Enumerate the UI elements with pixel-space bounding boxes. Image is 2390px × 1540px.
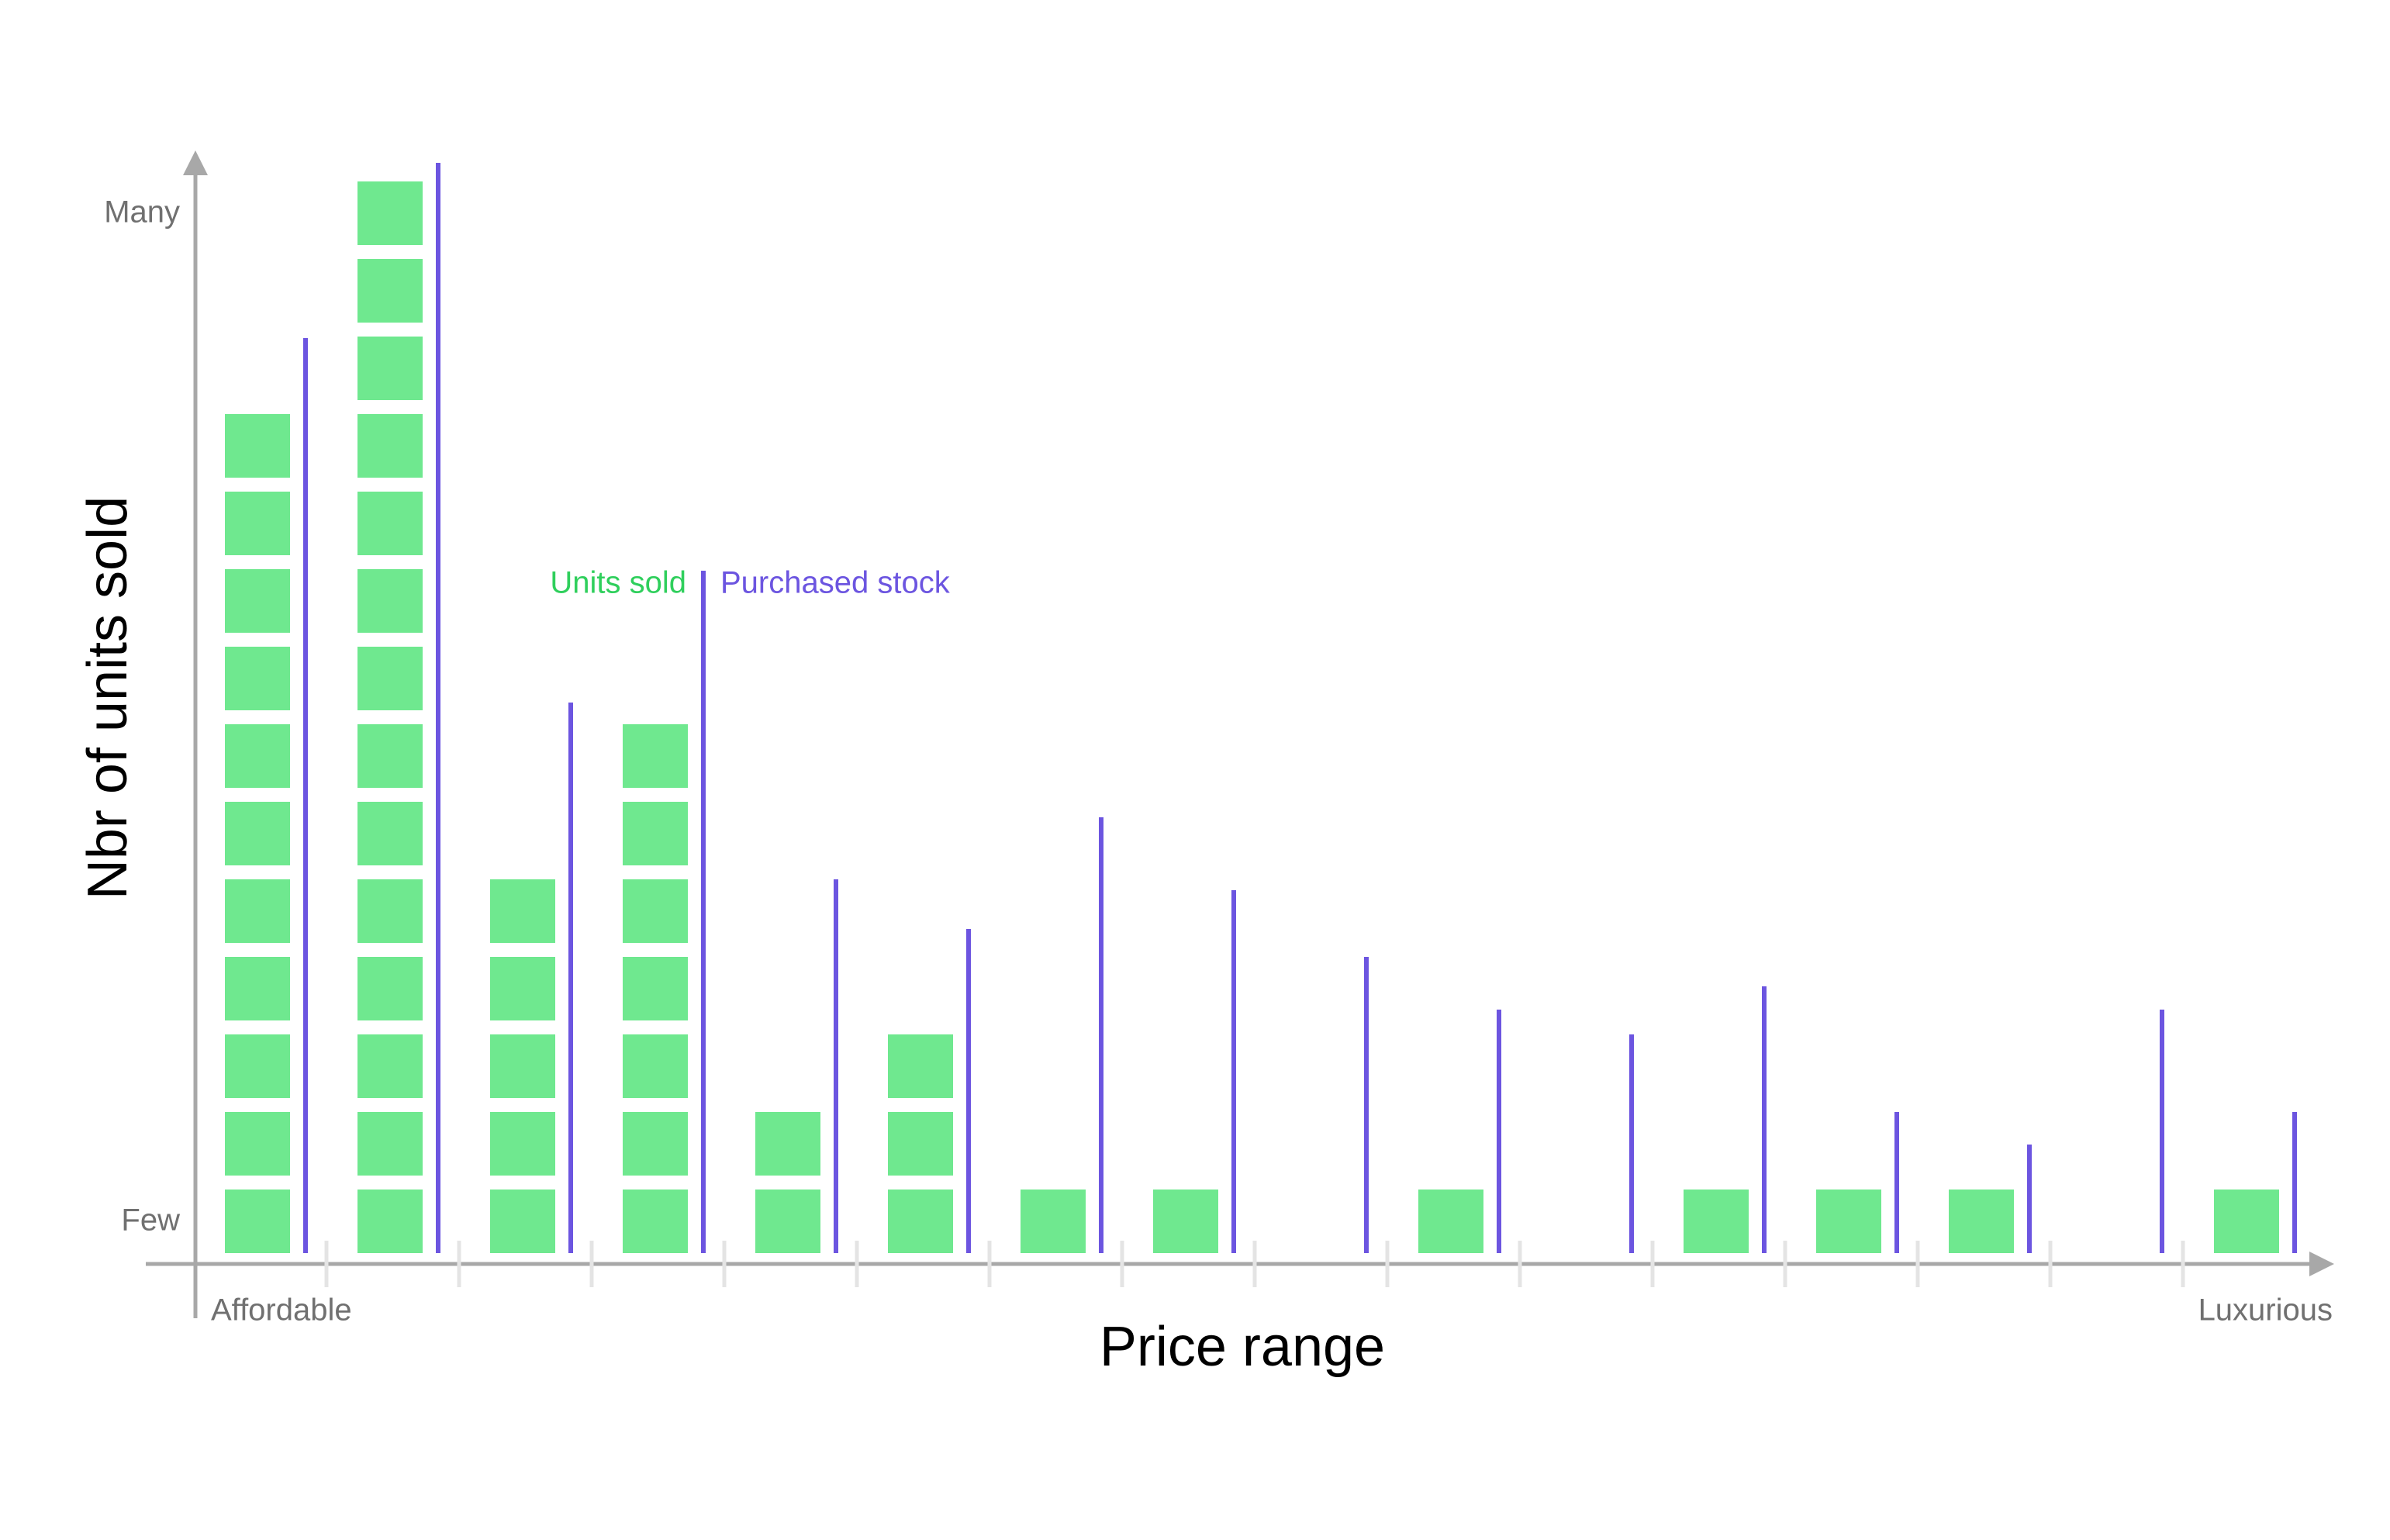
stock-line [2160, 1010, 2164, 1253]
unit-square [490, 957, 555, 1020]
unit-square [888, 1190, 953, 1253]
stock-line [701, 571, 706, 1253]
stock-line [436, 163, 440, 1253]
unit-square [2214, 1190, 2279, 1253]
unit-square [357, 181, 423, 245]
stock-line [966, 929, 971, 1253]
unit-square [357, 1034, 423, 1098]
unit-square [225, 802, 290, 865]
unit-square [357, 1190, 423, 1253]
unit-square [623, 724, 688, 788]
unit-square [357, 492, 423, 555]
y-tick-label: Many [104, 195, 180, 230]
unit-square [357, 1112, 423, 1176]
unit-square [357, 259, 423, 323]
x-axis-title: Price range [1100, 1316, 1385, 1378]
unit-square [357, 957, 423, 1020]
unit-stack [490, 879, 555, 1253]
unit-stack [888, 1034, 953, 1253]
stock-line [1231, 890, 1236, 1253]
unit-square [1949, 1190, 2014, 1253]
y-axis-arrow [183, 150, 208, 175]
unit-square [357, 647, 423, 710]
unit-square [490, 879, 555, 943]
unit-square [1684, 1190, 1749, 1253]
unit-square [225, 1112, 290, 1176]
unit-square [357, 569, 423, 633]
unit-square [225, 879, 290, 943]
legend-label: Purchased stock [720, 566, 951, 600]
unit-square [1816, 1190, 1881, 1253]
unit-square [225, 1190, 290, 1253]
stock-line [1629, 1034, 1634, 1253]
unit-square [357, 414, 423, 478]
unit-square [888, 1112, 953, 1176]
unit-square [490, 1190, 555, 1253]
unit-square [225, 569, 290, 633]
unit-square [888, 1034, 953, 1098]
unit-stack [1949, 1190, 2014, 1253]
unit-stack [755, 1112, 820, 1253]
unit-square [357, 337, 423, 400]
unit-square [1418, 1190, 1483, 1253]
legend-label: Units sold [550, 566, 686, 600]
unit-stack [1684, 1190, 1749, 1253]
x-tick-label: Affordable [211, 1293, 352, 1328]
unit-stack [623, 724, 688, 1253]
unit-square [623, 1190, 688, 1253]
stock-line [2027, 1145, 2032, 1253]
unit-stack [2214, 1190, 2279, 1253]
unit-square [1021, 1190, 1086, 1253]
unit-square [490, 1112, 555, 1176]
unit-square [1153, 1190, 1218, 1253]
unit-square [225, 724, 290, 788]
unit-square [225, 414, 290, 478]
x-tick-label: Luxurious [2198, 1293, 2333, 1328]
unit-square [357, 879, 423, 943]
unit-square [225, 1034, 290, 1098]
stock-line [303, 338, 308, 1253]
unit-square [225, 647, 290, 710]
unit-stack [357, 181, 423, 1253]
unit-square [225, 957, 290, 1020]
unit-square [623, 1112, 688, 1176]
unit-square [357, 802, 423, 865]
stock-line [2292, 1112, 2297, 1253]
stock-line [1099, 817, 1103, 1253]
unit-square [225, 492, 290, 555]
stock-line [1497, 1010, 1501, 1253]
unit-square [490, 1034, 555, 1098]
unit-stack [1021, 1190, 1086, 1253]
unit-square [623, 957, 688, 1020]
unit-square [623, 802, 688, 865]
unit-square [755, 1112, 820, 1176]
stock-line [834, 879, 838, 1253]
unit-square [755, 1190, 820, 1253]
stock-line [1364, 957, 1369, 1253]
unit-square [357, 724, 423, 788]
unit-stack [1816, 1190, 1881, 1253]
stock-line [1762, 986, 1767, 1253]
unit-stack [1153, 1190, 1218, 1253]
unit-stack [225, 414, 290, 1253]
unit-square [623, 879, 688, 943]
y-axis-title: Nbr of units sold [77, 496, 139, 899]
x-axis-arrow [2309, 1252, 2334, 1276]
stock-line [1894, 1112, 1899, 1253]
unit-stack [1418, 1190, 1483, 1253]
unit-square [623, 1034, 688, 1098]
y-tick-label: Few [121, 1203, 180, 1238]
stock-line [568, 703, 573, 1253]
